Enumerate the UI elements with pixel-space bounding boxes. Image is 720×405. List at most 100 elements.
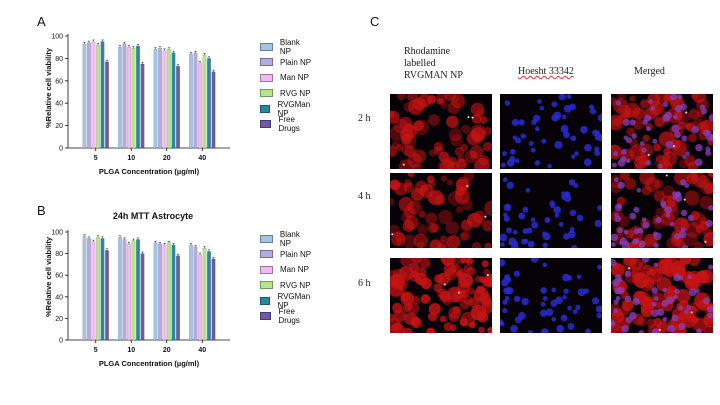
micrograph-image (500, 173, 602, 248)
chart-a-legend: Blank NP Plain NP Man NP RVG NP RVGMan NP Fre… (260, 37, 313, 134)
chart-a-error-bar (203, 53, 206, 56)
chart-b-error-bar (207, 249, 211, 252)
micrograph-image (611, 258, 713, 333)
chart-a-legend-label: Free Drugs (278, 115, 300, 134)
chart-b-xtick-label: 40 (198, 347, 206, 354)
chart-b-ytick-label: 40 (55, 294, 63, 301)
chart-a-error-bar (96, 43, 100, 45)
micrograph-merged-6h (611, 258, 713, 333)
chart-b-legend-swatch (260, 250, 273, 259)
chart-b-bar (91, 241, 96, 341)
micrograph-hoechst-2h (500, 94, 602, 169)
chart-b-error-bar (118, 235, 122, 238)
chart-a-xlabel: PLGA Concentration (µg/ml) (99, 167, 200, 176)
chart-b-bar (136, 239, 140, 341)
chart-a-ytick-label: 80 (55, 56, 63, 63)
chart-b-legend-label: Blank NP (279, 229, 300, 248)
chart-a-ytick-label: 0 (59, 146, 63, 153)
chart-b-bar (100, 238, 105, 341)
chart-b-bar (189, 244, 193, 341)
chart-a-ytick-label: 40 (55, 101, 63, 108)
chart-a-error-bar (92, 39, 95, 42)
chart-b-bar (202, 248, 207, 341)
chart-a-xtick-label: 40 (198, 155, 206, 162)
chart-a-legend-item: RVGMan NP (260, 99, 313, 118)
chart-b-legend-swatch (260, 296, 271, 305)
chart-a-legend-swatch (260, 89, 273, 98)
chart-b-error-bar (154, 240, 157, 243)
chart-b-legend-label: Man NP (280, 265, 309, 275)
chart-b-bar (176, 255, 180, 341)
chart-b-title: 24h MTT Astrocyte (113, 211, 193, 221)
micrograph-rhodamine-2h (390, 94, 492, 169)
chart-a-error-bar (158, 46, 162, 49)
chart-a-legend-item: Plain NP (260, 55, 313, 71)
chart-b-ytick-label: 80 (55, 251, 63, 258)
chart-a-error-bar (123, 41, 126, 44)
chart-a-legend-swatch (260, 42, 273, 51)
chart-b-legend-swatch (260, 312, 272, 321)
chart-a-xtick-label: 5 (94, 155, 98, 162)
chart-b-error-bar (83, 234, 86, 237)
chart-a-legend-label: RVG NP (280, 88, 311, 98)
micrograph-image (611, 94, 713, 169)
chart-b-xtick-label: 10 (127, 347, 135, 354)
chart-b-legend-swatch (260, 234, 273, 243)
micrograph-image (390, 94, 492, 169)
chart-a-ylabel: %Relative cell viability (44, 47, 53, 128)
chart-b-error-bar (212, 257, 215, 259)
chart-b-bar (105, 250, 109, 341)
chart-b-error-bar (105, 248, 109, 251)
chart-b-legend-swatch (260, 265, 273, 274)
chart-b-error-bar (194, 245, 197, 248)
chart-b-error-bar (163, 243, 166, 245)
chart-a-error-bar (194, 50, 197, 53)
chart-b-bar (211, 258, 216, 341)
chart-a-legend-item: RVG NP (260, 86, 313, 102)
column-label-merged: Merged (634, 66, 665, 77)
chart-a-error-bar (141, 62, 144, 64)
chart-b-error-bar (123, 237, 126, 240)
chart-a-error-bar (118, 45, 122, 48)
row-label-6h: 6 h (358, 278, 371, 289)
chart-b-ytick-label: 20 (55, 316, 63, 323)
chart-b-legend-item: Free Drugs (260, 307, 313, 326)
chart-a-plot: %Relative cell viability PLGA Concentrat… (44, 34, 230, 176)
chart-a-error-bar (101, 39, 104, 42)
chart-a-legend-label: Man NP (280, 73, 309, 83)
chart-b-legend-item: Plain NP (260, 247, 313, 263)
chart-a-xtick-label: 10 (127, 155, 135, 162)
chart-b-bar (122, 239, 127, 341)
chart-a-legend-item: Man NP (260, 70, 313, 86)
chart-a-error-bar (154, 47, 157, 50)
chart-b-bar (158, 243, 162, 341)
chart-a-error-bar (83, 41, 86, 44)
micrograph-image (500, 258, 602, 333)
chart-b-bar (118, 237, 122, 341)
micrograph-merged-2h (611, 94, 713, 169)
chart-a-legend-label: Blank NP (279, 37, 300, 56)
chart-b-error-bar (172, 243, 175, 245)
chart-b-legend-label: RVGMan NP (277, 291, 311, 310)
chart-b-bar (96, 237, 100, 341)
chart-b-bar (193, 246, 198, 341)
chart-a-xtick-label: 20 (163, 155, 171, 162)
chart-b-error-bar (176, 253, 180, 256)
chart-b-legend-label: Free Drugs (278, 307, 300, 326)
column-label-rhodamine: Rhodamine labelled RVGMAN NP (404, 46, 463, 81)
micrograph-merged-4h (611, 173, 713, 248)
chart-b-plot: 24h MTT Astrocyte %Relative cell viabili… (44, 211, 230, 368)
chart-a-legend-item: Blank NP (260, 37, 313, 56)
chart-b-legend-item: Man NP (260, 262, 313, 278)
panel-label-b: B (37, 203, 46, 218)
chart-a-legend-swatch (260, 104, 271, 113)
chart-a-error-bar (212, 69, 215, 72)
chart-a-error-bar (167, 47, 171, 50)
chart-b-legend-item: RVGMan NP (260, 291, 313, 310)
chart-b-ytick-label: 60 (55, 273, 63, 280)
chart-a-legend-label: RVGMan NP (277, 99, 311, 118)
micrograph-image (611, 173, 713, 248)
micrograph-hoechst-4h (500, 173, 602, 248)
row-label-2h: 2 h (358, 113, 371, 124)
chart-b-legend-item: Blank NP (260, 229, 313, 248)
